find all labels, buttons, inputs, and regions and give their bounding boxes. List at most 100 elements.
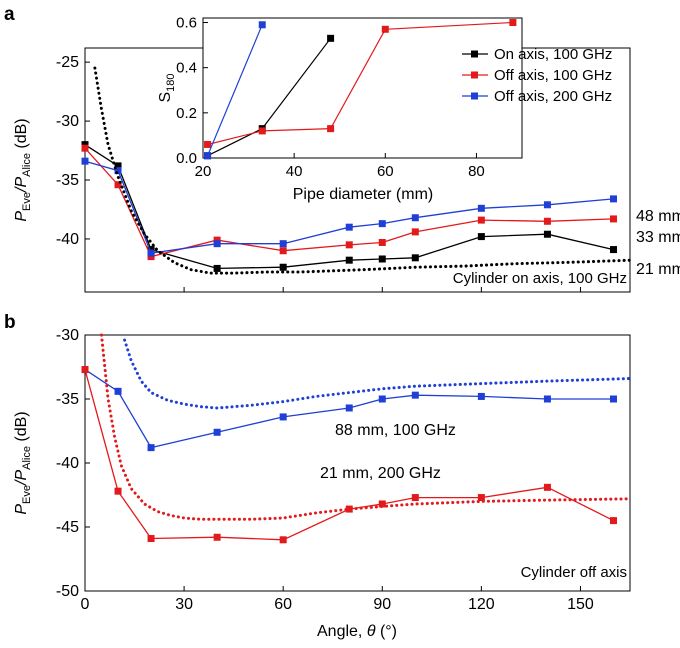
panel-b-21-mm-200-ghz-point xyxy=(378,500,386,508)
inset-off-axis-100-ghz-point xyxy=(381,25,389,33)
legend-off-axis-100-ghz-marker xyxy=(471,71,478,79)
panel-a-dotted-dotted-curve xyxy=(93,66,632,275)
panel-a-48-mm-point xyxy=(543,201,551,209)
x-label-unit: (°) xyxy=(376,623,398,640)
panel-a-x-ticks xyxy=(84,287,581,292)
panel-a-48-mm-point xyxy=(81,157,89,165)
panel-b-21-mm-200-ghz-point xyxy=(411,494,419,502)
y-label-p: P xyxy=(13,504,30,515)
panel-a-48-mm-point xyxy=(345,223,353,231)
panel-a-48-mm-point xyxy=(609,195,617,203)
panel-a-48-mm-point xyxy=(279,240,287,248)
panel-b-88-mm-100-ghz-point xyxy=(279,413,287,421)
inset-y-tick-label: 0.0 xyxy=(176,150,197,167)
panel-b-x-tick-label: 30 xyxy=(175,596,193,613)
panel-b-x-ticks: 0 30 60 90 120 150 xyxy=(81,586,594,613)
inset-x-tick-label: 60 xyxy=(377,163,394,180)
panel-a-y-axis-label: PEve/PAlice (dB) xyxy=(13,118,33,221)
panel-a-33-mm-point xyxy=(378,238,386,246)
panel-b-letter: b xyxy=(4,312,16,333)
panel-a-21-mm-point xyxy=(609,246,617,254)
panel-a-33-mm-point xyxy=(147,253,155,261)
y-label-p: P xyxy=(13,211,30,222)
panel-b-x-tick-label: 0 xyxy=(81,596,90,613)
series-label-21mm: 21 mm xyxy=(636,261,680,278)
panel-a-48-mm-point xyxy=(147,249,155,257)
panel-b-21-mm-200-ghz-point xyxy=(147,535,155,543)
inset-y-tick-label: 0.2 xyxy=(176,105,197,122)
legend-on-axis-100-ghz-label: On axis, 100 GHz xyxy=(494,46,612,63)
inset-y-tick-label: 0.4 xyxy=(176,60,197,77)
legend-off-axis-200-ghz-marker xyxy=(471,92,478,100)
panel-b-frame xyxy=(84,334,631,592)
panel-b-21-mm-200-ghz-point xyxy=(279,536,287,544)
panel-a: a -25 -30 -35 -40 48 mm 33 mm 21 mm Cylinde… xyxy=(4,4,680,293)
panel-a-33-mm-point xyxy=(213,236,221,244)
inset-off-axis-200-ghz-line xyxy=(207,24,263,156)
panel-b-21-mm-200-ghz-point xyxy=(213,533,221,541)
panel-a-33-mm-point xyxy=(411,228,419,236)
panel-a-letter: a xyxy=(4,4,15,25)
inset-x-tick-label: 20 xyxy=(195,163,212,180)
panel-b-88-mm-100-ghz-point xyxy=(609,395,617,403)
y-label-sub-alice: Alice xyxy=(21,446,33,470)
legend-off-axis-100-ghz-label: Off axis, 100 GHz xyxy=(494,67,612,84)
panel-a-21-mm-point xyxy=(477,233,485,241)
panel-a-48-mm-point xyxy=(477,204,485,212)
panel-a-21-mm-point xyxy=(543,230,551,238)
panel-b-y-ticks: -30 -35 -40 -45 -50 xyxy=(56,327,90,600)
inset-x-tick-label: 80 xyxy=(468,163,485,180)
panel-a-21-mm-point xyxy=(378,255,386,263)
inset-frame xyxy=(202,17,523,159)
panel-b-y-tick-label: -30 xyxy=(56,327,79,344)
panel-b-21-mm-200-ghz-point xyxy=(543,483,551,491)
panel-a-y-tick-label: -35 xyxy=(56,172,79,189)
y-label-sub-alice: Alice xyxy=(21,153,33,177)
inset-y-ticks: 0.0 0.2 0.4 0.6 xyxy=(176,15,208,167)
panel-a-21-mm-point xyxy=(114,162,122,170)
panel-a-33-mm-point xyxy=(543,217,551,225)
inset-off-axis-100-ghz-point xyxy=(509,19,517,27)
panel-b-annotation: Cylinder off axis xyxy=(521,564,627,581)
y-label-mid: /P xyxy=(13,177,30,193)
inset-y-label-sub: 180 xyxy=(165,73,177,91)
panel-a-series xyxy=(81,66,632,275)
panel-b-dotted-dotted-curve xyxy=(123,338,632,410)
inset-y-label-s: S xyxy=(157,92,174,103)
inset-x-ticks: 20 40 60 80 xyxy=(195,153,485,180)
legend-on-axis-100-ghz-marker xyxy=(471,50,478,58)
panel-b-x-tick-label: 150 xyxy=(567,596,594,613)
inset-off-axis-100-ghz-point xyxy=(327,125,335,133)
panel-a-21-mm-line xyxy=(84,144,614,270)
panel-b-21-mm-200-ghz-point xyxy=(609,517,617,525)
series-label-48mm: 48 mm xyxy=(636,208,680,225)
panel-a-48-mm-point xyxy=(213,240,221,248)
inset-y-axis-label: S180 xyxy=(157,73,177,102)
panel-a-y-tick-label: -25 xyxy=(56,54,79,71)
legend-off-axis-200-ghz-label: Off axis, 200 GHz xyxy=(494,88,612,105)
panel-a-33-mm-point xyxy=(345,241,353,249)
inset-chart: 0.0 0.2 0.4 0.6 20 40 60 80 On axis, 100 GHz Of… xyxy=(157,15,612,203)
panel-a-33-mm-point xyxy=(114,181,122,189)
panel-b-x-axis-label: Angle, θ (°) xyxy=(317,623,397,640)
panel-b-88-mm-100-ghz-point xyxy=(345,404,353,412)
inset-series xyxy=(204,19,517,160)
panel-b-21-mm-200-ghz-point xyxy=(114,487,122,495)
panel-a-21-mm-point xyxy=(147,246,155,254)
x-label-main: Angle, xyxy=(317,623,367,640)
y-label-unit: (dB) xyxy=(13,411,30,446)
panel-b-series xyxy=(81,333,632,544)
panel-a-48-mm-point xyxy=(411,214,419,222)
inset-off-axis-200-ghz-point xyxy=(258,21,266,29)
panel-a-33-mm-point xyxy=(477,216,485,224)
panel-a-21-mm-point xyxy=(411,254,419,262)
panel-b: b -30 -35 -40 -45 -50 0 30 60 90 120 150 88 mm, 1… xyxy=(4,312,632,640)
panel-b-88-mm-100-ghz-point xyxy=(477,392,485,400)
series-label-88mm: 88 mm, 100 GHz xyxy=(335,422,456,439)
panel-a-33-mm-point xyxy=(81,144,89,152)
panel-a-33-mm-point xyxy=(279,247,287,255)
panel-b-88-mm-100-ghz-point xyxy=(543,395,551,403)
inset-legend: On axis, 100 GHz Off axis, 100 GHz Off axi… xyxy=(462,46,612,105)
panel-a-21-mm-point xyxy=(345,256,353,264)
